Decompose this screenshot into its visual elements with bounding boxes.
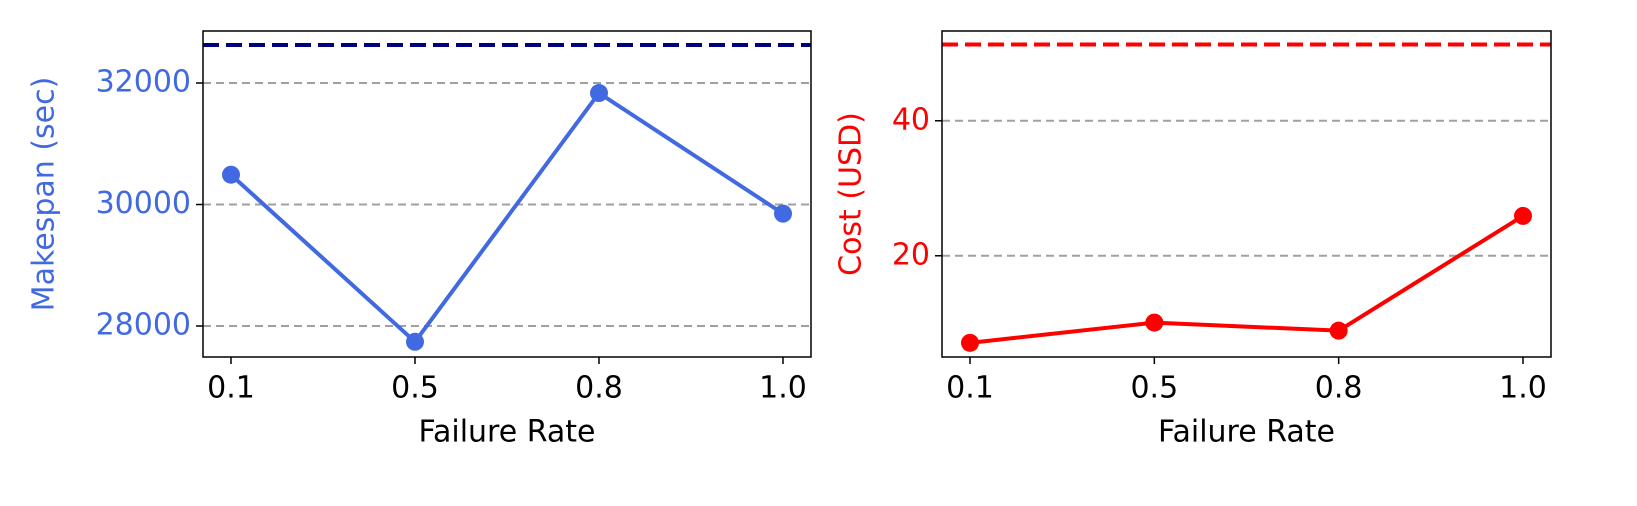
x-tick-label: 1.0 (1499, 371, 1547, 406)
data-point (590, 84, 608, 103)
data-point (961, 333, 979, 352)
series-line (969, 214, 1525, 345)
y-tick-label: 32000 (96, 65, 191, 100)
x-tick-label: 0.1 (207, 371, 255, 406)
x-tick-label: 0.8 (575, 371, 623, 406)
y-axis-label: Cost (USD) (834, 112, 869, 276)
x-tick-label: 1.0 (759, 371, 807, 406)
y-axis-label: Makespan (sec) (27, 77, 62, 312)
data-point (774, 204, 792, 223)
data-point (1329, 321, 1348, 340)
y-tick-label: 30000 (96, 186, 191, 221)
data-point (406, 332, 424, 351)
y-tick-label: 40 (892, 102, 930, 137)
x-tick-label: 0.5 (391, 371, 439, 406)
y-tick-label: 28000 (96, 308, 191, 343)
subplot: 20 40 0.1 0.5 0.8 1.0 Failure Rate Cost (USD) (834, 30, 1552, 450)
plot-frame (941, 30, 1552, 358)
x-tick-label: 0.5 (1130, 371, 1178, 406)
plot-frame (202, 30, 812, 358)
data-point (1514, 206, 1532, 225)
x-tick-label: 0.1 (946, 371, 994, 406)
x-axis-label: Failure Rate (418, 415, 595, 450)
series-line (229, 91, 785, 344)
subplot: 28000 30000 32000 0.1 0.5 0.8 1.0 Failure Rate M… (27, 30, 812, 450)
x-axis-label: Failure Rate (1158, 415, 1335, 450)
data-point (222, 165, 240, 184)
y-tick-label: 20 (892, 237, 930, 272)
x-tick-label: 0.8 (1315, 371, 1363, 406)
data-point (1145, 313, 1164, 332)
